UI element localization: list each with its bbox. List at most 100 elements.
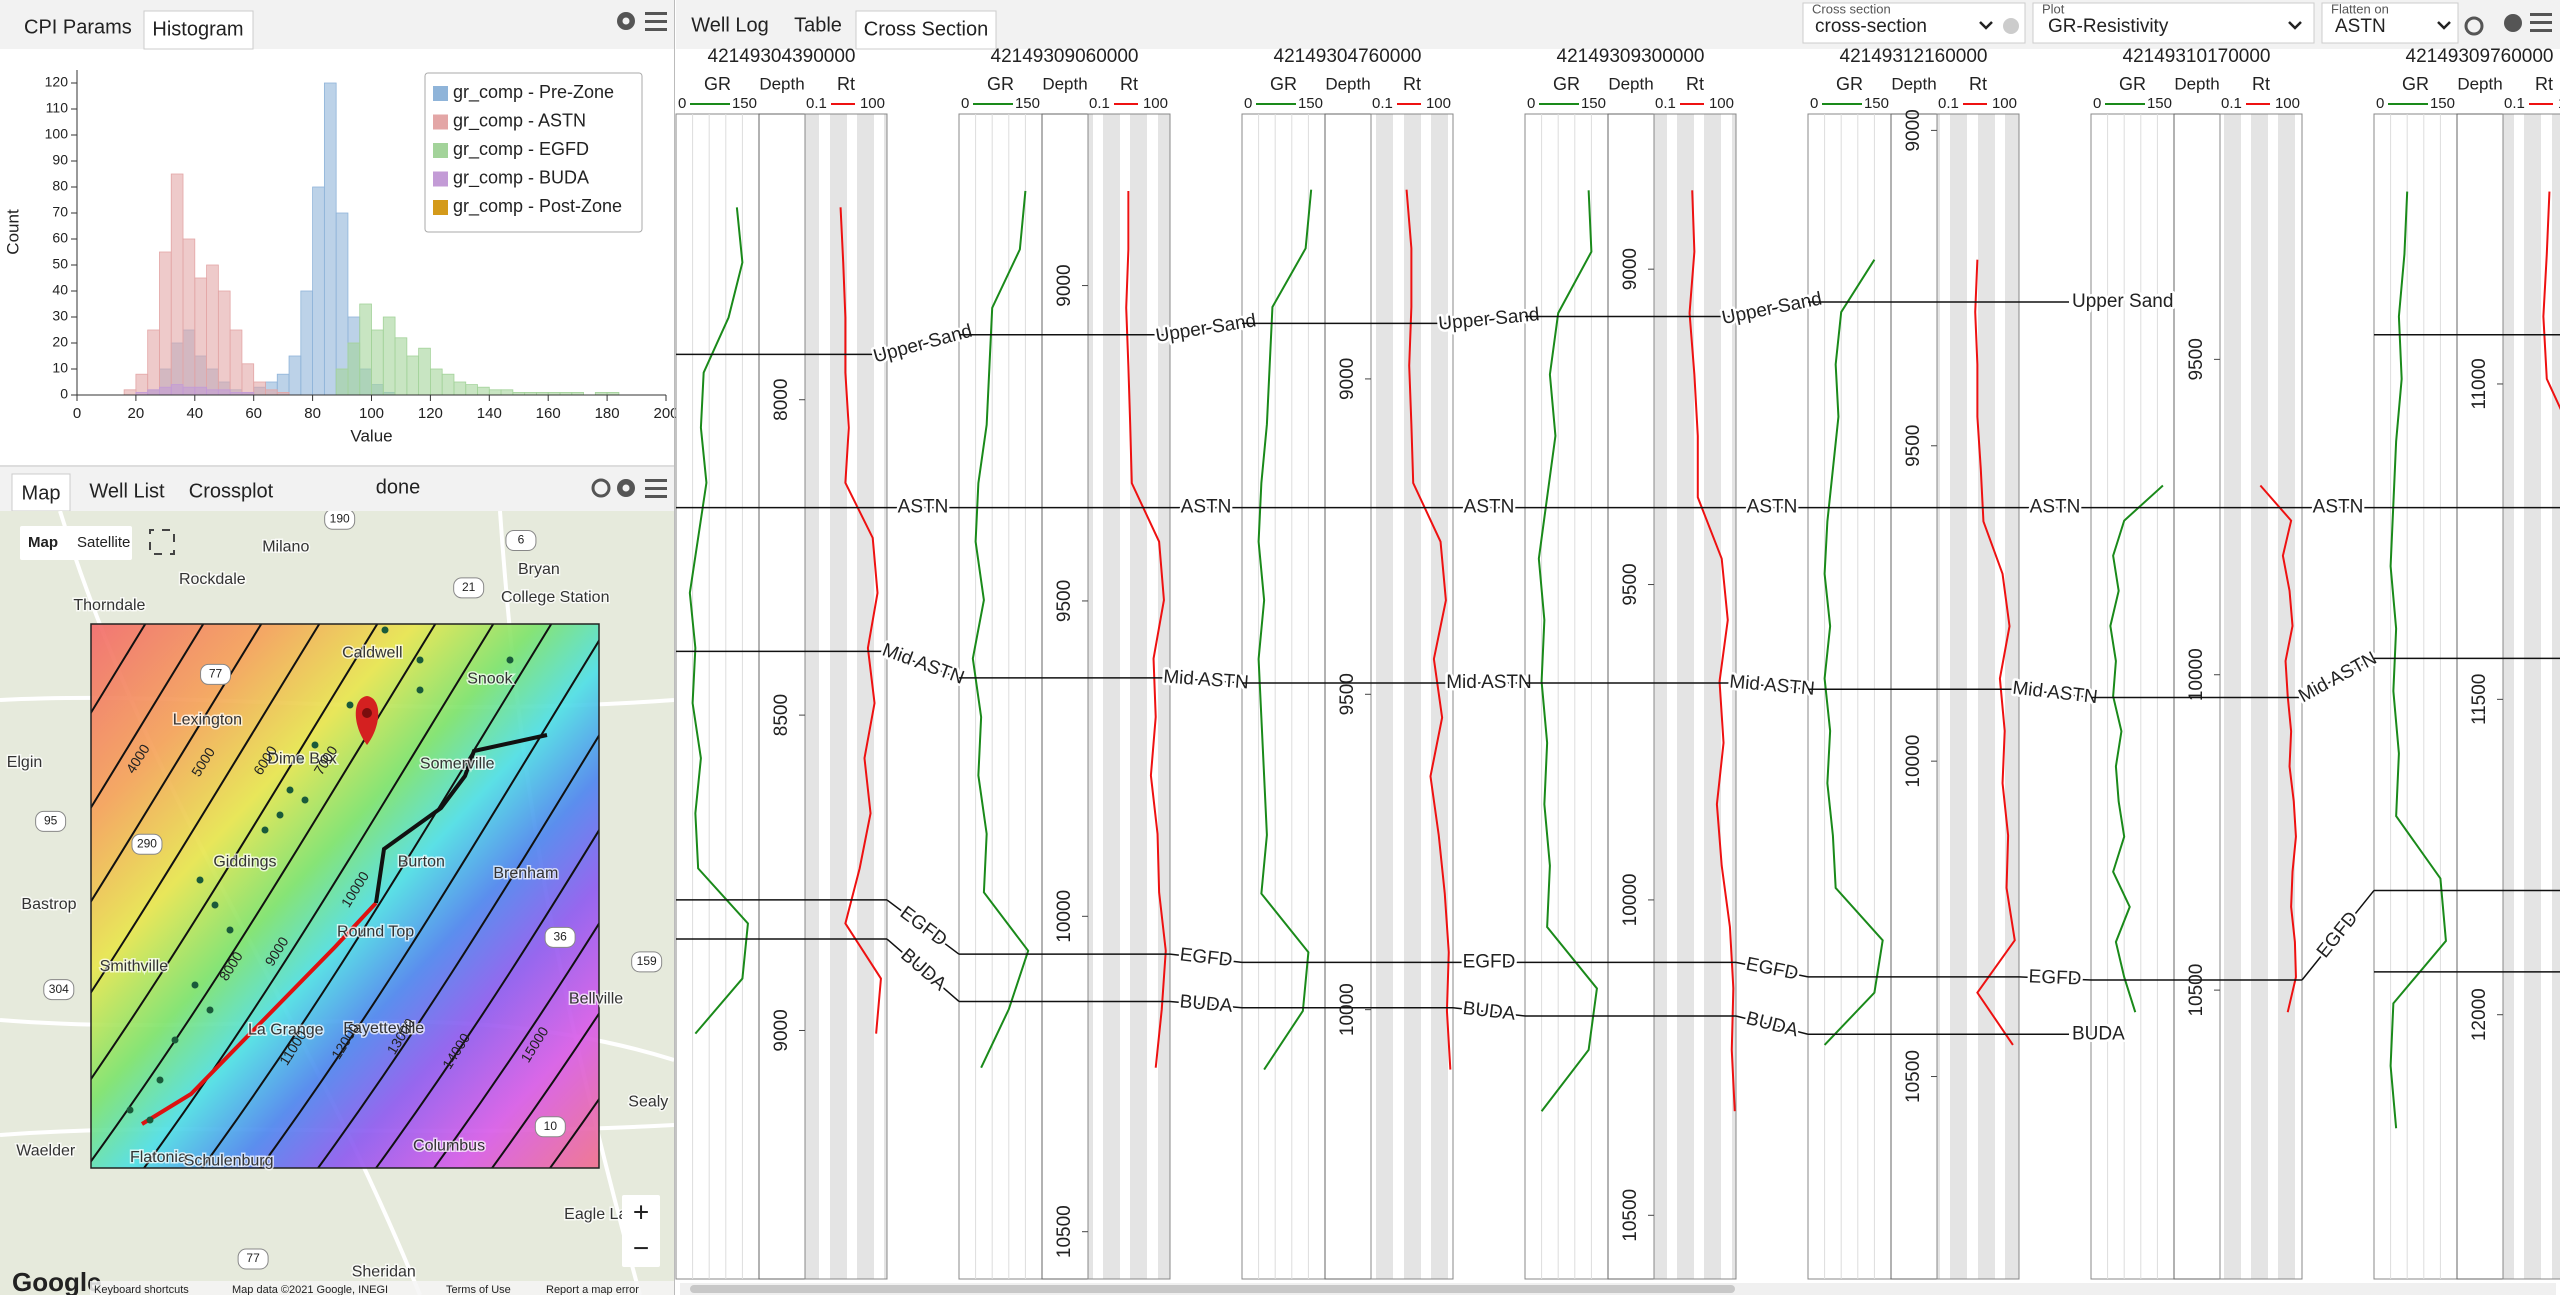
histogram-bar bbox=[347, 342, 361, 396]
correlation-line bbox=[1169, 953, 1243, 964]
map-footer[interactable]: Terms of Use bbox=[446, 1284, 511, 1295]
tab[interactable]: Table bbox=[794, 14, 842, 36]
town-label: Rockdale bbox=[179, 571, 246, 588]
menu-icon[interactable] bbox=[2530, 13, 2552, 16]
settings-icon[interactable] bbox=[2003, 18, 2019, 34]
depth-label: 9000 bbox=[1337, 358, 1358, 400]
google-logo: Google bbox=[12, 1267, 102, 1295]
histogram-bar bbox=[159, 386, 172, 396]
x-tick-label: 140 bbox=[477, 405, 502, 422]
histogram-bar bbox=[300, 290, 314, 396]
x-tick-label: 80 bbox=[304, 405, 321, 422]
map-labels: Milano Bryan College Station Rockdale Thornd… bbox=[5, 511, 670, 1282]
well-location bbox=[206, 1006, 214, 1014]
well-location bbox=[126, 1106, 134, 1114]
road-shield bbox=[200, 663, 232, 685]
map-type-option[interactable]: Satellite bbox=[77, 534, 130, 551]
tab[interactable]: Cross Section bbox=[864, 18, 989, 40]
map-footer[interactable]: Keyboard shortcuts bbox=[94, 1284, 189, 1295]
map-type-option[interactable]: Map bbox=[28, 534, 58, 551]
tab[interactable]: Map bbox=[22, 482, 61, 504]
panel-icons[interactable] bbox=[591, 478, 667, 498]
select[interactable] bbox=[1802, 2, 2026, 44]
map-footer: Map data ©2021 Google, INEGI bbox=[232, 1284, 388, 1295]
tab[interactable]: CPI Params bbox=[24, 16, 132, 38]
section-line bbox=[374, 733, 548, 904]
legend-swatch bbox=[433, 200, 448, 215]
x-tick-label: 0 bbox=[73, 405, 81, 422]
road-shield bbox=[43, 979, 75, 1001]
well-location bbox=[286, 786, 294, 794]
map[interactable]: Milano Bryan College Station Rockdale Thornd… bbox=[0, 509, 914, 1295]
zoom-in[interactable]: + bbox=[633, 1196, 649, 1227]
gr-track bbox=[2090, 113, 2175, 1280]
control-value[interactable]: ASTN bbox=[2335, 16, 2386, 37]
top-label: EGFD bbox=[1744, 954, 1800, 985]
select[interactable] bbox=[2032, 2, 2315, 44]
well-name: 42149310170000 bbox=[2123, 46, 2271, 67]
tab[interactable]: Well Log bbox=[691, 14, 768, 36]
map-footer[interactable]: Report a map error bbox=[546, 1284, 639, 1295]
contour-line bbox=[91, 624, 263, 904]
town-label: Thorndale bbox=[73, 597, 145, 614]
well: 42149309060000 GR Depth Rt 0 150 0.1 100 9000 950… bbox=[958, 46, 1171, 1280]
road-label: 159 bbox=[637, 954, 657, 968]
refresh-icon[interactable] bbox=[591, 478, 611, 498]
tab[interactable]: Histogram bbox=[152, 18, 243, 40]
select[interactable] bbox=[2321, 2, 2459, 44]
control-value[interactable]: cross-section bbox=[1815, 16, 1927, 37]
active-tab[interactable] bbox=[143, 10, 254, 50]
legend-label: gr_comp - BUDA bbox=[453, 167, 589, 188]
depth-label: 11000 bbox=[2469, 358, 2490, 409]
zoom-out[interactable]: − bbox=[633, 1232, 649, 1263]
histogram-bar bbox=[241, 363, 255, 396]
map-pin[interactable] bbox=[355, 696, 379, 745]
road-label: 77 bbox=[246, 1251, 260, 1265]
tab[interactable]: Well List bbox=[89, 480, 165, 502]
depth-track bbox=[1607, 113, 1655, 1280]
correlation-line bbox=[1169, 1000, 1243, 1009]
road-shield bbox=[534, 1116, 566, 1138]
rt-curve bbox=[1688, 190, 1736, 1112]
scale-label: 100 bbox=[1709, 95, 1734, 112]
active-tab[interactable] bbox=[855, 10, 997, 50]
menu-icon[interactable] bbox=[645, 479, 667, 482]
histogram: 0 10 20 30 40 50 60 70 80 90 100 110 120 0 20 40 60 80 100… bbox=[3, 70, 679, 445]
track-label: GR bbox=[704, 74, 731, 94]
correlation-line bbox=[886, 334, 960, 356]
town-label: Smithville bbox=[100, 958, 169, 975]
scale-label: 100 bbox=[860, 95, 885, 112]
road-shield bbox=[131, 833, 163, 855]
well: 42149309760000 GR Depth Rt 0 150 0.1 100 11000 11… bbox=[2373, 46, 2560, 1280]
road-label: 10 bbox=[544, 1119, 558, 1133]
panel-icons[interactable] bbox=[617, 12, 667, 31]
refresh-icon[interactable] bbox=[2464, 16, 2484, 36]
well: 42149309300000 GR Depth Rt 0 150 0.1 100 9000 950… bbox=[1524, 46, 1737, 1280]
depth-label: 10500 bbox=[1903, 1050, 1924, 1103]
rt-curve bbox=[2542, 191, 2560, 411]
gr-track bbox=[1807, 113, 1892, 1280]
tab[interactable]: Crossplot bbox=[189, 480, 274, 502]
control-value[interactable]: GR-Resistivity bbox=[2048, 16, 2169, 37]
rt-track bbox=[1653, 113, 1737, 1280]
well-name: 42149309300000 bbox=[1557, 46, 1705, 67]
gr-curve bbox=[1823, 259, 1884, 1046]
scroll-thumb[interactable] bbox=[690, 1285, 1735, 1293]
rt-curve bbox=[1974, 259, 2016, 1046]
town-label: La Grange bbox=[248, 1022, 324, 1039]
road-shield bbox=[631, 951, 663, 973]
fullscreen[interactable] bbox=[149, 529, 175, 555]
town-label: Snook bbox=[467, 671, 513, 688]
gr-track bbox=[1524, 113, 1609, 1280]
town-label: Elgin bbox=[7, 754, 43, 771]
settings-icon[interactable] bbox=[2504, 14, 2522, 32]
well-location bbox=[346, 701, 354, 709]
menu-icon[interactable] bbox=[645, 12, 667, 15]
track-label: Depth bbox=[1042, 74, 1087, 93]
gr-curve bbox=[2109, 484, 2164, 1013]
town-label: Brenham bbox=[493, 865, 558, 882]
depth-label: 12000 bbox=[2469, 988, 2490, 1041]
track-label: GR bbox=[1553, 74, 1580, 94]
correlation-line bbox=[1735, 682, 1809, 690]
active-tab[interactable] bbox=[11, 473, 71, 512]
